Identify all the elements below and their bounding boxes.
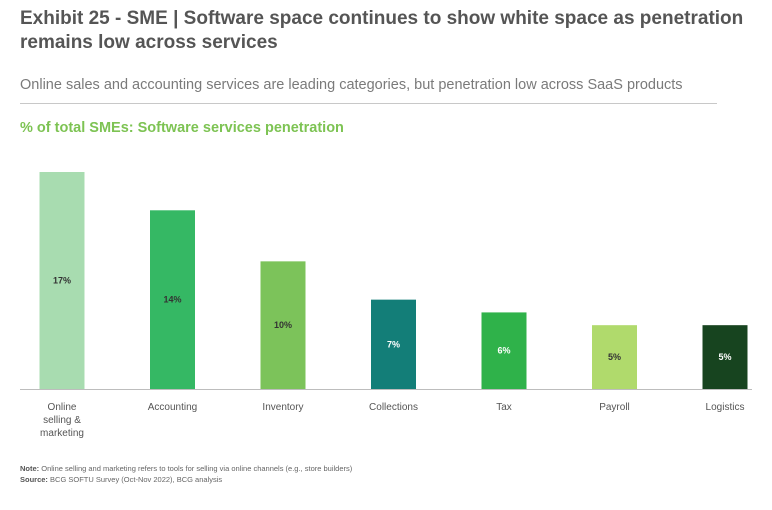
bar-value-label: 5% xyxy=(608,352,621,362)
category-label: Tax xyxy=(496,402,512,413)
note-label: Note: xyxy=(20,464,40,473)
exhibit-subtitle: Online sales and accounting services are… xyxy=(20,77,683,93)
bar-6 xyxy=(592,325,637,389)
bar-value-label: 10% xyxy=(274,320,292,330)
category-label: Accounting xyxy=(148,402,197,413)
bar-7 xyxy=(702,325,748,389)
bar-chart: 17% Online selling & marketing 14% Accounting… xyxy=(20,172,752,439)
source-text: BCG SOFTU Survey (Oct-Nov 2022), BCG ana… xyxy=(47,475,223,484)
category-label: Collections xyxy=(369,402,418,413)
bar-value-label: 17% xyxy=(53,276,71,286)
category-label: Inventory xyxy=(262,402,303,413)
bar-value-label: 14% xyxy=(163,295,181,305)
exhibit-title: Exhibit 25 - SME | Software space contin… xyxy=(20,8,744,53)
bar-1 xyxy=(39,172,85,389)
note-text: Online selling and marketing refers to t… xyxy=(39,464,353,473)
category-label: Online selling & marketing xyxy=(40,402,84,439)
bar-4 xyxy=(371,299,416,389)
title-divider xyxy=(20,103,717,104)
bar-value-label: 5% xyxy=(718,352,731,362)
note-line: Note: Online selling and marketing refer… xyxy=(20,463,352,474)
source-label: Source: xyxy=(20,475,48,484)
footnotes: Note: Online selling and marketing refer… xyxy=(20,463,352,485)
bar-5 xyxy=(481,312,527,389)
bar-value-label: 6% xyxy=(497,346,510,356)
bar-2 xyxy=(150,210,195,389)
source-line: Source: BCG SOFTU Survey (Oct-Nov 2022),… xyxy=(20,474,352,485)
category-label: Payroll xyxy=(599,402,630,413)
chart-title: % of total SMEs: Software services penet… xyxy=(20,120,344,136)
category-label: Logistics xyxy=(706,402,745,413)
bar-value-label: 7% xyxy=(387,339,400,349)
bar-3 xyxy=(260,261,306,389)
